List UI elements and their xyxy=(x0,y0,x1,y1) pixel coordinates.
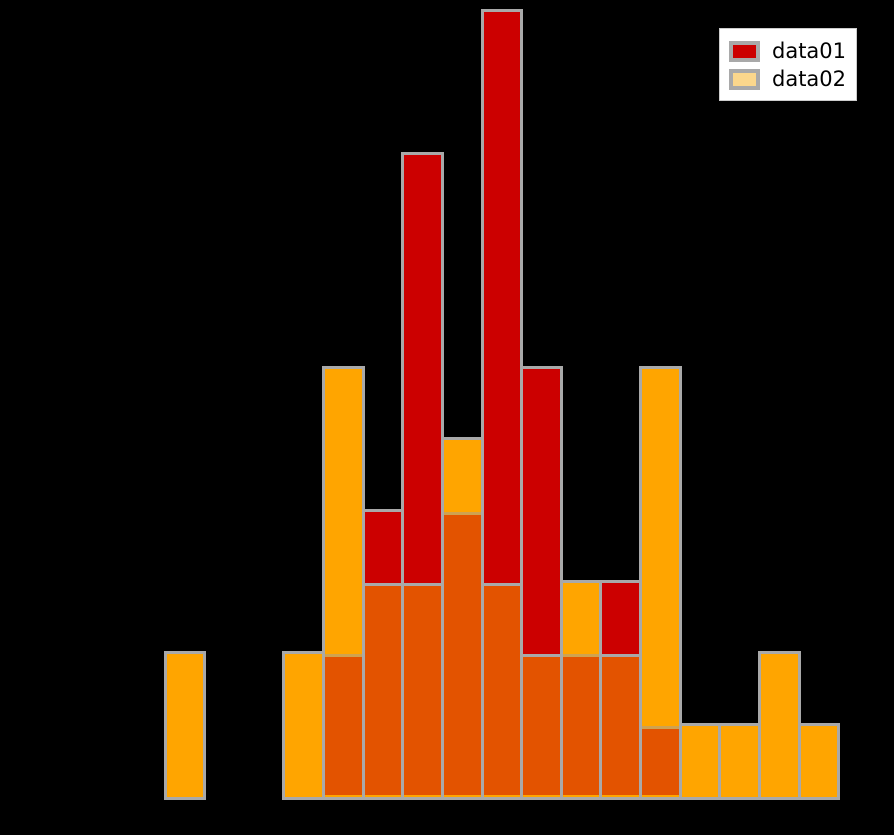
overlap-segment xyxy=(602,654,640,797)
histogram-bar-bin6 xyxy=(361,508,405,800)
legend-swatch-data01 xyxy=(729,40,760,62)
overlap-segment xyxy=(443,511,481,797)
overlap-segment xyxy=(325,654,362,797)
legend-item-data02: data02 xyxy=(729,66,848,92)
histogram-bar-bin10 xyxy=(520,365,563,800)
data02-segment xyxy=(562,582,600,655)
data02-segment xyxy=(642,368,679,726)
data02-segment xyxy=(325,368,362,655)
data01-segment xyxy=(483,12,521,583)
data02-segment xyxy=(800,725,838,797)
legend: data01 data02 xyxy=(719,28,857,101)
histogram-bar-bin9 xyxy=(480,9,524,800)
data02-segment xyxy=(443,440,481,512)
histogram-bar-bin12 xyxy=(599,579,643,800)
histogram-bar-bin16 xyxy=(757,651,801,800)
histogram-bar-bin8 xyxy=(440,437,484,800)
legend-item-data01: data01 xyxy=(729,38,848,64)
histogram-bar-bin11 xyxy=(559,579,603,800)
overlap-segment xyxy=(364,582,402,797)
data02-segment xyxy=(166,654,204,797)
data01-segment xyxy=(523,368,560,655)
histogram-bar-bin5 xyxy=(322,365,365,800)
overlap-segment xyxy=(642,725,679,797)
histogram-bar-bin1 xyxy=(163,651,207,800)
overlap-segment xyxy=(562,654,600,797)
data02-segment xyxy=(721,725,758,797)
histogram-bar-bin14 xyxy=(678,722,722,800)
histogram-bar-bin7 xyxy=(401,151,444,800)
overlap-segment xyxy=(483,582,521,797)
legend-label-data02: data02 xyxy=(772,67,847,91)
legend-swatch-data02 xyxy=(729,68,760,90)
data02-segment xyxy=(760,654,798,797)
overlap-segment xyxy=(404,582,441,797)
histogram-bar-bin15 xyxy=(718,722,761,800)
data02-segment xyxy=(285,654,322,797)
histogram-bar-bin4 xyxy=(282,651,325,800)
overlap-segment xyxy=(523,654,560,797)
legend-label-data01: data01 xyxy=(772,39,847,63)
histogram-bar-bin17 xyxy=(797,722,841,800)
data01-segment xyxy=(364,511,402,583)
data01-segment xyxy=(602,582,640,655)
data01-segment xyxy=(404,154,441,583)
data02-segment xyxy=(681,725,719,797)
histogram-bar-bin13 xyxy=(639,365,682,800)
